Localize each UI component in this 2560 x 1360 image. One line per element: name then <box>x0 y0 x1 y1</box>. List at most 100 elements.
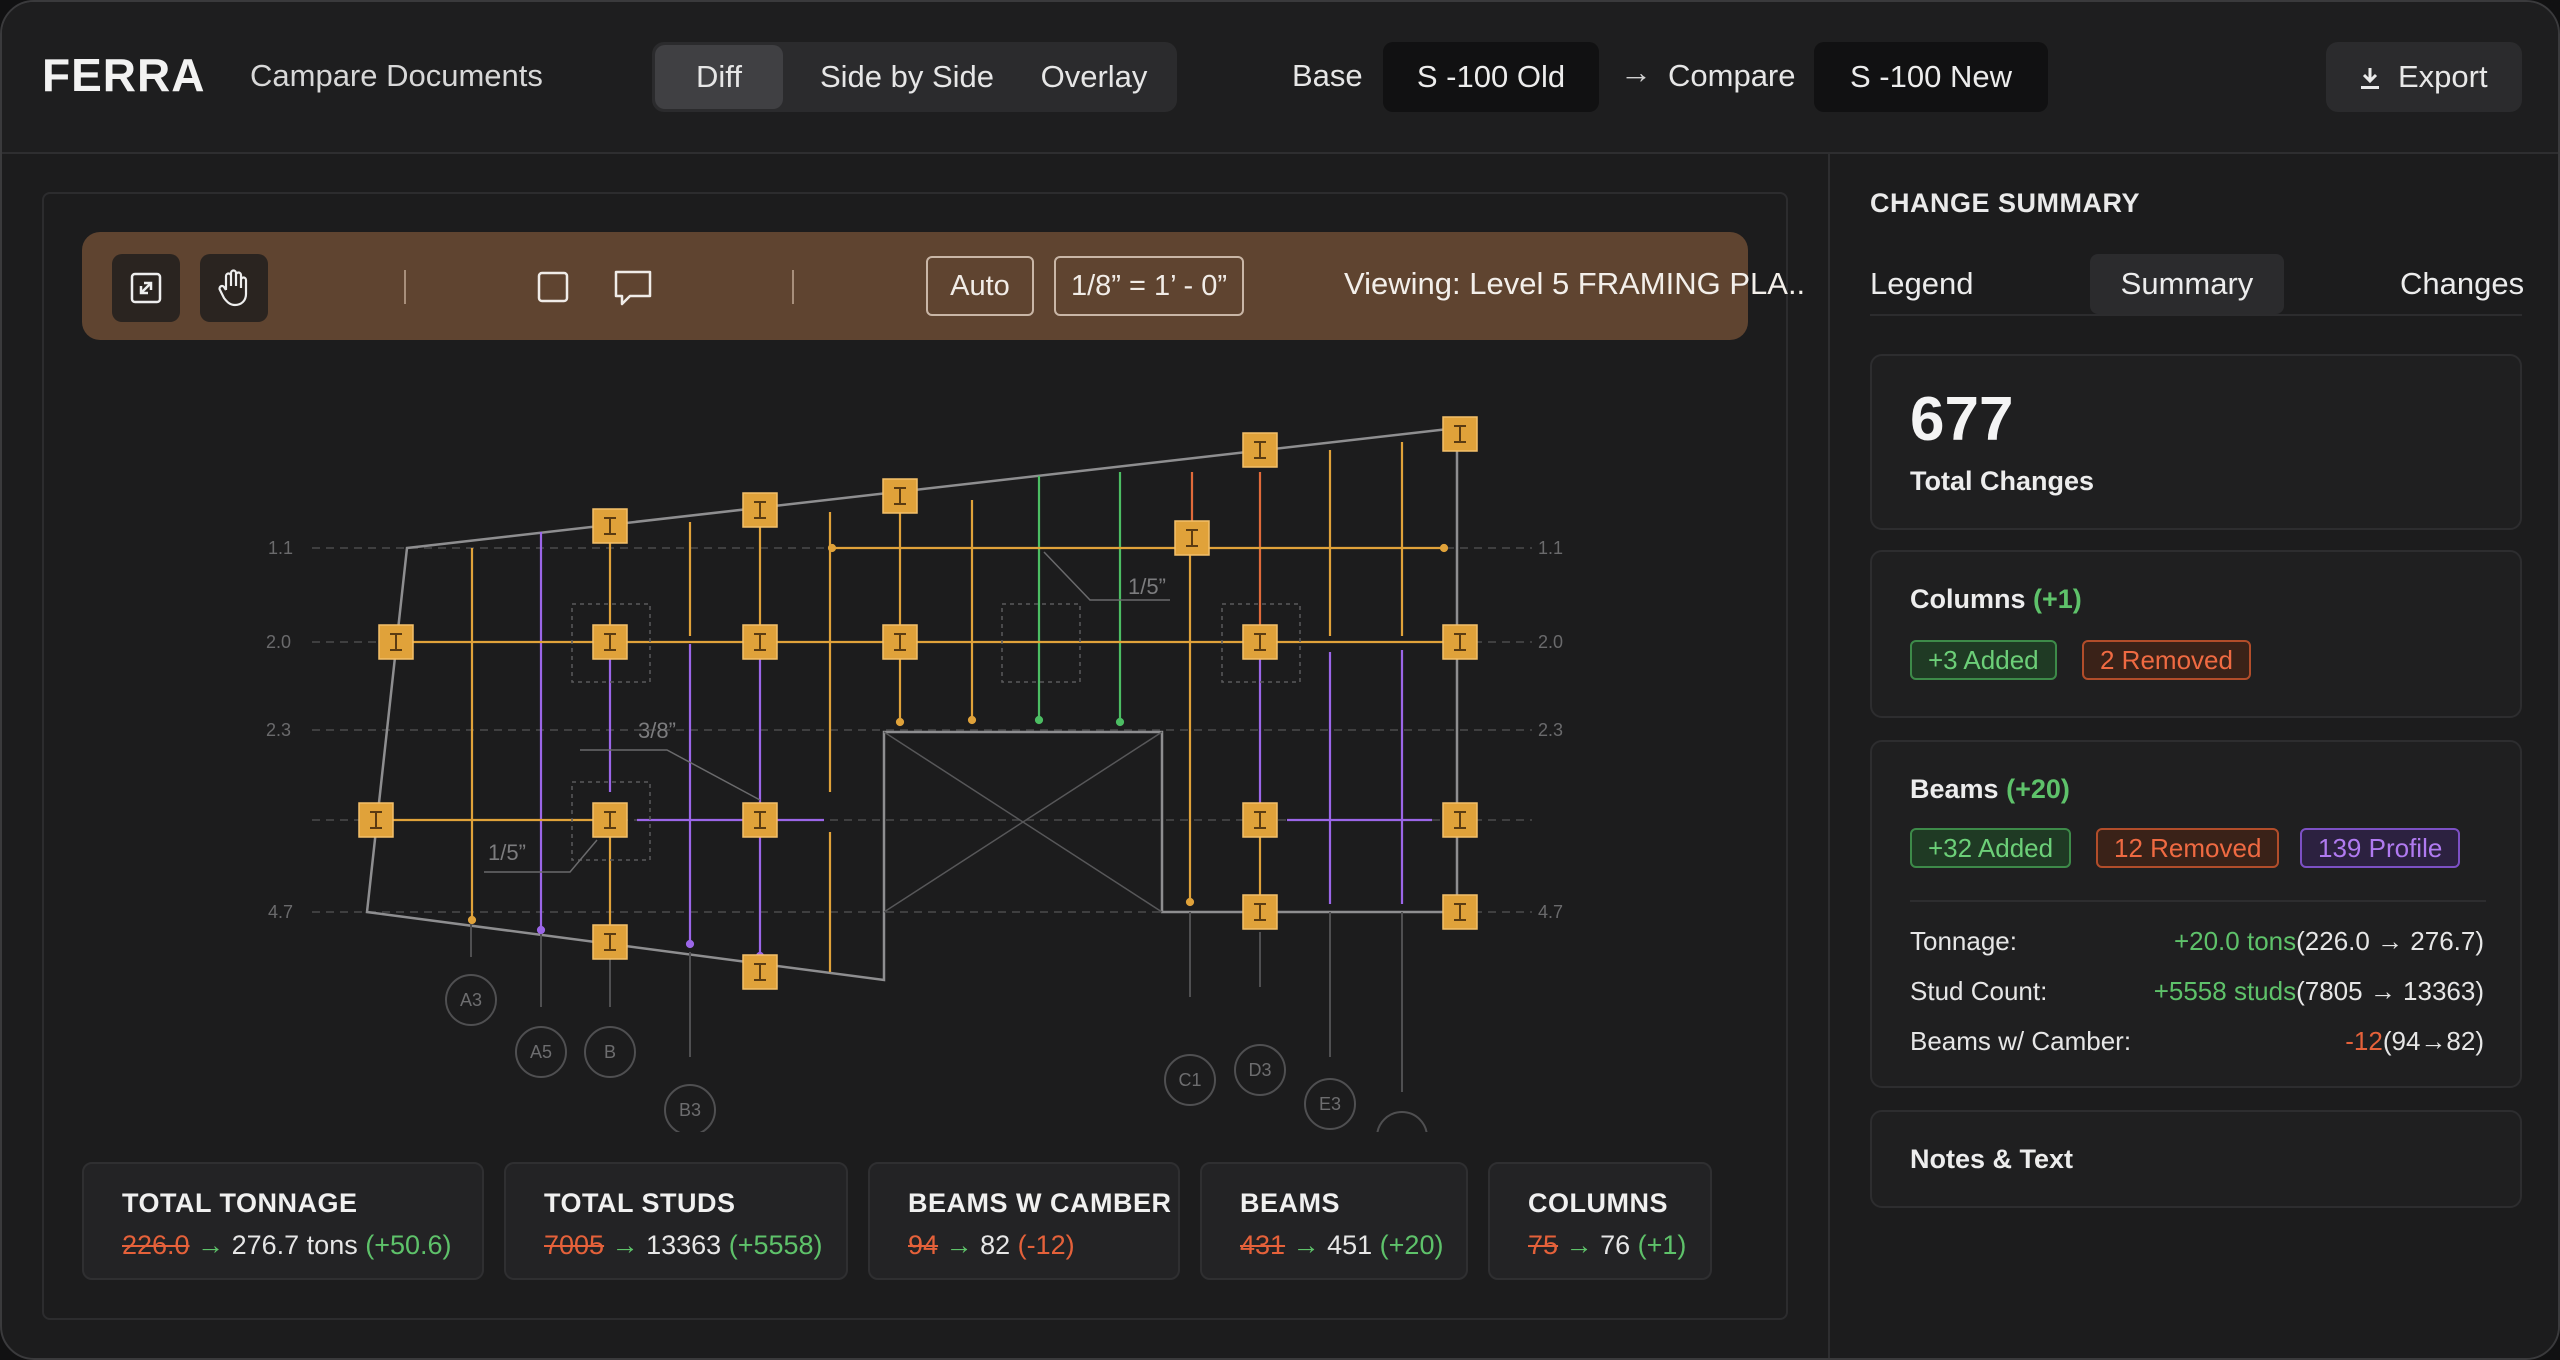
stat-beams-camber: BEAMS W CAMBER 94 → 82 (-12) <box>868 1162 1180 1280</box>
tonnage-label: Tonnage: <box>1910 926 2017 956</box>
column-marker[interactable] <box>592 508 628 544</box>
stat-total-tonnage: TOTAL TONNAGE 226.0 → 276.7 tons (+50.6) <box>82 1162 484 1280</box>
pan-tool-button[interactable] <box>200 254 268 322</box>
tab-legend[interactable]: Legend <box>1870 266 1974 301</box>
export-label: Export <box>2398 59 2488 94</box>
rectangle-icon[interactable] <box>536 270 570 304</box>
column-marker[interactable] <box>882 624 918 660</box>
framing-members <box>362 442 1452 972</box>
dimension-leaders <box>484 551 1170 873</box>
tab-summary[interactable]: Summary <box>2090 254 2284 314</box>
base-document-select[interactable]: S -100 Old <box>1383 42 1599 112</box>
camber-value: -12(94→82) <box>2345 1026 2484 1056</box>
column-marker[interactable] <box>592 624 628 660</box>
grid-row-label: 4.7 <box>268 902 293 922</box>
grid-col-label: E3 <box>1319 1094 1341 1114</box>
column-marker[interactable] <box>742 954 778 990</box>
zoom-select[interactable]: Auto <box>926 256 1034 316</box>
camber-label: Beams w/ Camber: <box>1910 1026 2132 1056</box>
column-marker[interactable] <box>1242 624 1278 660</box>
export-button[interactable]: Export <box>2326 42 2522 112</box>
grid-row-label: 2.3 <box>266 720 291 740</box>
notes-heading: Notes & Text <box>1910 1144 2074 1174</box>
compare-document-select[interactable]: S -100 New <box>1814 42 2048 112</box>
columns-removed-badge[interactable]: 2 Removed <box>2082 640 2251 680</box>
column-marker[interactable] <box>1242 894 1278 930</box>
stat-beams: BEAMS 431 → 451 (+20) <box>1200 1162 1468 1280</box>
grid-row-label: 1.1 <box>1538 538 1563 558</box>
top-bar: FERRA Campare Documents Diff Side by Sid… <box>2 2 2558 154</box>
tab-overlay[interactable]: Overlay <box>1040 59 1148 94</box>
profile-change-members <box>536 532 1432 961</box>
divider <box>1910 900 2486 902</box>
compare-label: Compare <box>1668 58 1796 93</box>
page-title: Campare Documents <box>250 58 543 93</box>
columns-card[interactable]: Columns (+1) +3 Added 2 Removed <box>1870 550 2522 718</box>
tab-diff[interactable]: Diff <box>655 45 783 109</box>
dimension-label: 1/5” <box>1128 574 1166 599</box>
arrow-right-icon: → <box>1620 54 1652 90</box>
column-marker[interactable] <box>378 624 414 660</box>
stat-value: 431 → 451 (+20) <box>1240 1230 1444 1260</box>
notes-text-card[interactable]: Notes & Text <box>1870 1110 2522 1208</box>
column-marker[interactable] <box>358 802 394 838</box>
tabs-divider <box>1870 314 2522 316</box>
viewer-toolbar: Auto 1/8” = 1’ - 0” Viewing: Level 5 FRA… <box>82 232 1804 340</box>
stat-value: 7005 → 13363 (+5558) <box>544 1230 823 1260</box>
columns-added-badge[interactable]: +3 Added <box>1910 640 2057 680</box>
grid-col-label: C1 <box>1178 1070 1201 1090</box>
tonnage-value: +20.0 tons(226.0 → 276.7) <box>2173 926 2484 956</box>
building-outline <box>365 426 1459 982</box>
toolbar-divider <box>404 270 406 304</box>
beams-added-badge[interactable]: +32 Added <box>1910 828 2072 868</box>
stat-title: BEAMS W CAMBER <box>908 1188 1172 1218</box>
stud-count-label: Stud Count: <box>1910 976 2048 1006</box>
beams-profile-badge[interactable]: 139 Profile <box>2300 828 2461 868</box>
column-marker[interactable] <box>1442 894 1478 930</box>
grid-column-lines <box>470 912 1403 1092</box>
columns-heading: Columns (+1) <box>1910 584 2082 614</box>
total-changes-label: Total Changes <box>1910 466 2095 496</box>
base-label: Base <box>1292 58 1363 93</box>
column-marker[interactable] <box>1442 624 1478 660</box>
column-marker[interactable] <box>1242 802 1278 838</box>
column-marker[interactable] <box>592 802 628 838</box>
column-marker[interactable] <box>592 924 628 960</box>
grid-bubbles <box>445 974 1428 1132</box>
selection-boxes <box>571 603 1301 861</box>
comment-icon[interactable] <box>612 268 654 308</box>
stat-value: 94 → 82 (-12) <box>908 1230 1075 1260</box>
framing-plan-drawing[interactable]: 1.1 2.0 2.3 4.7 1.1 2.0 2.3 4.7 <box>252 392 1602 1132</box>
column-marker[interactable] <box>1174 520 1210 556</box>
stat-title: BEAMS <box>1240 1188 1341 1218</box>
column-marker[interactable] <box>1242 432 1278 468</box>
grid-col-label: B3 <box>679 1100 701 1120</box>
column-marker[interactable] <box>742 492 778 528</box>
stat-total-studs: TOTAL STUDS 7005 → 13363 (+5558) <box>504 1162 848 1280</box>
grid-row-label: 1.1 <box>268 538 293 558</box>
scale-select[interactable]: 1/8” = 1’ - 0” <box>1054 256 1244 316</box>
drawing-viewport[interactable] <box>42 192 1788 1320</box>
column-marker[interactable] <box>1442 416 1478 452</box>
column-marker[interactable] <box>882 478 918 514</box>
beams-removed-badge[interactable]: 12 Removed <box>2096 828 2280 868</box>
toolbar-divider <box>792 270 794 304</box>
stud-count-value: +5558 studs(7805 → 13363) <box>2153 976 2484 1006</box>
expand-icon <box>130 272 162 304</box>
stat-columns: COLUMNS 75 → 76 (+1) <box>1488 1162 1712 1280</box>
stat-title: COLUMNS <box>1528 1188 1668 1218</box>
column-marker[interactable] <box>742 624 778 660</box>
beams-card[interactable]: Beams (+20) +32 Added 12 Removed 139 Pro… <box>1870 740 2522 1088</box>
tab-changes[interactable]: Changes <box>2400 266 2525 301</box>
total-changes-value: 677 <box>1910 385 2014 454</box>
column-marker[interactable] <box>1442 802 1478 838</box>
tab-side-by-side[interactable]: Side by Side <box>819 59 995 94</box>
fit-view-button[interactable] <box>112 254 180 322</box>
column-marker[interactable] <box>742 802 778 838</box>
grid-row-label: 2.0 <box>266 632 291 652</box>
view-mode-switch: Diff Side by Side Overlay <box>652 42 1177 112</box>
viewing-sheet-label: Viewing: Level 5 FRAMING PLA... <box>1344 266 1804 301</box>
beams-heading: Beams (+20) <box>1910 774 2070 804</box>
stat-value: 226.0 → 276.7 tons (+50.6) <box>122 1230 452 1260</box>
